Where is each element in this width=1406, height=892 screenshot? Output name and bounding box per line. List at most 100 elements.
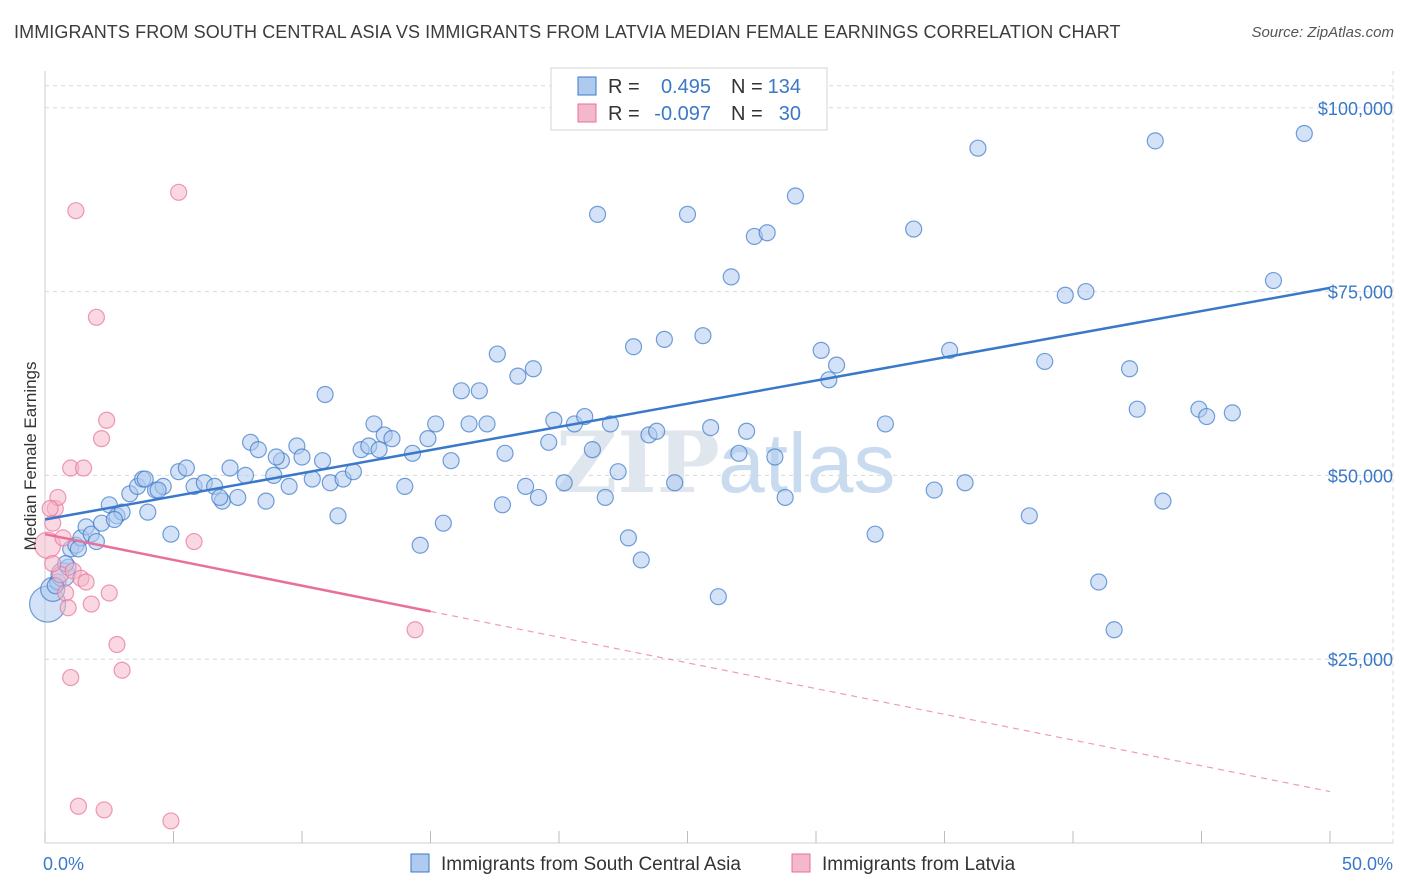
bottom-legend-swatch-pink bbox=[791, 853, 811, 873]
point-latvia bbox=[59, 599, 77, 617]
point-latvia bbox=[95, 801, 113, 819]
point-south-central-asia bbox=[925, 481, 943, 499]
legend-n-value-0: 134 bbox=[768, 76, 801, 98]
y-tick-label: $50,000 bbox=[1328, 466, 1393, 486]
chart-source: Source: ZipAtlas.com bbox=[1251, 24, 1394, 41]
point-south-central-asia bbox=[329, 507, 347, 525]
point-south-central-asia bbox=[540, 433, 558, 451]
point-south-central-asia bbox=[249, 441, 267, 459]
point-south-central-asia bbox=[709, 588, 727, 606]
point-south-central-asia bbox=[632, 551, 650, 569]
legend-r-value-0: 0.495 bbox=[661, 76, 711, 98]
point-south-central-asia bbox=[678, 205, 697, 223]
legend-r-value-1: -0.097 bbox=[654, 103, 711, 125]
point-south-central-asia bbox=[211, 488, 229, 507]
point-south-central-asia bbox=[427, 415, 445, 433]
point-south-central-asia bbox=[411, 536, 429, 554]
bottom-legend-label-1: Immigrants from Latvia bbox=[822, 854, 1016, 875]
point-south-central-asia bbox=[229, 488, 247, 507]
point-south-central-asia bbox=[365, 415, 383, 433]
point-latvia bbox=[69, 797, 88, 815]
point-south-central-asia bbox=[136, 470, 154, 488]
point-south-central-asia bbox=[1090, 573, 1108, 591]
point-south-central-asia bbox=[139, 503, 157, 521]
point-south-central-asia bbox=[583, 441, 602, 459]
point-south-central-asia bbox=[370, 441, 388, 459]
point-south-central-asia bbox=[956, 474, 974, 492]
trend-line-south-central-asia bbox=[44, 286, 1331, 521]
legend-n-label-1: N = bbox=[731, 103, 763, 125]
point-south-central-asia bbox=[383, 430, 401, 448]
point-south-central-asia bbox=[1105, 621, 1123, 639]
point-south-central-asia bbox=[588, 205, 607, 223]
point-south-central-asia bbox=[221, 459, 239, 477]
point-latvia bbox=[108, 635, 126, 654]
point-south-central-asia bbox=[766, 448, 784, 466]
point-south-central-asia bbox=[1146, 132, 1164, 150]
point-south-central-asia bbox=[776, 488, 794, 507]
point-south-central-asia bbox=[786, 187, 805, 205]
axis-layer: $25,000 $50,000 $75,000 $100,000 0.0% 50.0% bbox=[43, 71, 1393, 874]
point-south-central-asia bbox=[1036, 352, 1054, 371]
point-south-central-asia bbox=[162, 525, 180, 543]
point-south-central-asia bbox=[601, 415, 620, 433]
point-south-central-asia bbox=[1264, 271, 1283, 290]
bottom-legend: Immigrants from South Central Asia Immig… bbox=[410, 853, 1016, 875]
point-latvia bbox=[92, 430, 111, 448]
legend-box: R = 0.495 N = 134 R = -0.097 N = 30 bbox=[550, 67, 828, 131]
point-south-central-asia bbox=[555, 474, 573, 492]
legend-r-label-0: R = bbox=[608, 76, 640, 98]
point-south-central-asia bbox=[722, 268, 740, 286]
point-south-central-asia bbox=[1198, 407, 1216, 426]
legend-n-label-0: N = bbox=[731, 76, 763, 98]
point-south-central-asia bbox=[293, 448, 311, 466]
point-south-central-asia bbox=[1020, 507, 1038, 525]
point-latvia bbox=[44, 555, 62, 573]
point-south-central-asia bbox=[434, 514, 452, 532]
point-south-central-asia bbox=[460, 415, 478, 433]
point-south-central-asia bbox=[905, 220, 923, 238]
bottom-legend-label-0: Immigrants from South Central Asia bbox=[441, 854, 741, 875]
point-latvia bbox=[170, 183, 188, 201]
point-south-central-asia bbox=[812, 341, 830, 359]
point-latvia bbox=[67, 202, 85, 220]
point-south-central-asia bbox=[105, 510, 123, 529]
point-latvia bbox=[41, 499, 59, 518]
point-latvia bbox=[62, 668, 80, 687]
point-latvia bbox=[82, 595, 100, 613]
point-latvia bbox=[74, 459, 93, 477]
point-south-central-asia bbox=[738, 422, 756, 440]
point-south-central-asia bbox=[1128, 400, 1146, 418]
point-south-central-asia bbox=[149, 481, 167, 499]
x-tick-label: 50.0% bbox=[1342, 854, 1393, 874]
chart-title: IMMIGRANTS FROM SOUTH CENTRAL ASIA VS IM… bbox=[14, 22, 1121, 42]
points-layer bbox=[28, 124, 1313, 830]
bottom-legend-swatch-blue bbox=[410, 853, 430, 873]
point-south-central-asia bbox=[265, 466, 283, 484]
point-south-central-asia bbox=[666, 474, 684, 492]
point-south-central-asia bbox=[493, 496, 512, 514]
y-axis-label: Median Female Earnings bbox=[21, 362, 40, 551]
point-south-central-asia bbox=[313, 452, 332, 470]
point-latvia bbox=[87, 308, 106, 326]
point-south-central-asia bbox=[1223, 404, 1241, 422]
point-latvia bbox=[162, 812, 180, 830]
point-latvia bbox=[406, 621, 424, 639]
point-south-central-asia bbox=[316, 385, 334, 404]
point-south-central-asia bbox=[730, 444, 748, 462]
point-south-central-asia bbox=[419, 430, 437, 448]
point-south-central-asia bbox=[478, 415, 496, 433]
point-south-central-asia bbox=[827, 356, 846, 374]
point-south-central-asia bbox=[876, 415, 894, 433]
point-south-central-asia bbox=[609, 463, 627, 481]
point-south-central-asia bbox=[516, 477, 535, 496]
point-south-central-asia bbox=[1295, 124, 1313, 143]
point-south-central-asia bbox=[1154, 492, 1172, 510]
point-latvia bbox=[98, 411, 116, 429]
point-latvia bbox=[113, 661, 131, 679]
point-south-central-asia bbox=[236, 466, 255, 484]
y-tick-label: $100,000 bbox=[1318, 99, 1393, 119]
legend-swatch-blue bbox=[577, 76, 597, 96]
point-south-central-asia bbox=[969, 139, 987, 157]
y-tick-label: $25,000 bbox=[1328, 650, 1393, 670]
